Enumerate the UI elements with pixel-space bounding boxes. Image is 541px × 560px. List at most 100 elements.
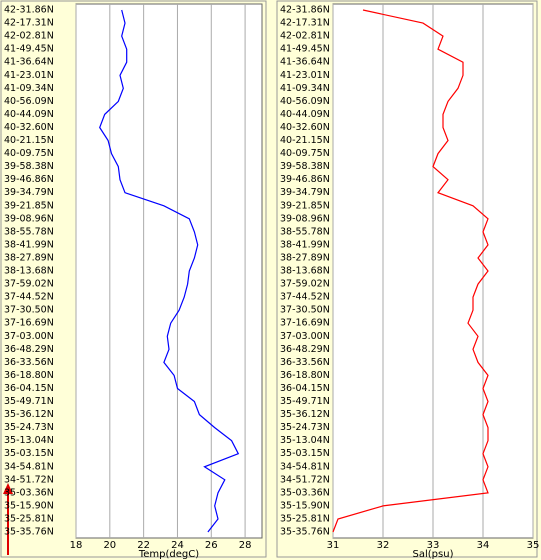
y-tick-label: 35-03.36N [4,487,54,498]
y-tick-label: 35-03.15N [4,448,54,459]
y-tick-label: 38-27.89N [280,252,330,263]
y-tick-label: 37-30.50N [4,305,54,316]
y-tick-label: 35-49.71N [280,396,330,407]
y-tick-label: 35-35.76N [280,527,330,538]
y-tick-label: 41-36.64N [280,57,330,68]
y-tick-label: 38-41.99N [4,239,54,250]
y-tick-label: 42-02.81N [4,31,54,42]
y-tick-label: 34-51.72N [280,474,330,485]
y-tick-label: 38-13.68N [280,266,330,277]
y-tick-label: 40-32.60N [4,122,54,133]
x-tick-label: 18 [70,540,83,551]
y-tick-label: 34-54.81N [280,461,330,472]
y-tick-label: 40-32.60N [280,122,330,133]
y-tick-label: 35-15.90N [4,500,54,511]
y-tick-label: 35-15.90N [280,500,330,511]
y-tick-label: 39-34.79N [280,187,330,198]
data-line [99,9,240,533]
x-tick-label: 35 [527,540,540,551]
y-tick-label: 39-58.38N [280,161,330,172]
y-tick-label: 37-03.00N [280,331,330,342]
y-tick-label: 36-04.15N [4,383,54,394]
y-tick-label: 35-25.81N [4,513,54,524]
y-tick-label: 35-36.12N [4,409,54,420]
y-tick-label: 36-48.29N [280,344,330,355]
y-tick-label: 37-59.02N [280,279,330,290]
y-tick-label: 36-18.80N [280,370,330,381]
y-tick-label: 36-18.80N [4,370,54,381]
y-tick-label: 38-55.78N [280,226,330,237]
y-tick-label: 42-17.31N [4,18,54,29]
y-tick-label: 35-36.12N [280,409,330,420]
y-tick-label: 39-46.86N [4,174,54,185]
x-tick-label: 24 [171,540,184,551]
y-tick-label: 39-58.38N [4,161,54,172]
y-tick-label: 41-09.34N [280,83,330,94]
y-tick-label: 35-49.71N [4,396,54,407]
y-tick-label: 40-44.09N [280,109,330,120]
y-tick-label: 39-21.85N [280,200,330,211]
y-tick-label: 35-24.73N [4,422,54,433]
y-tick-label: 36-33.56N [4,357,54,368]
y-tick-label: 40-21.15N [4,135,54,146]
y-tick-label: 36-48.29N [4,344,54,355]
x-tick-label: 33 [427,540,440,551]
y-tick-label: 34-51.72N [4,474,54,485]
y-tick-label: 38-55.78N [4,226,54,237]
y-tick-label: 37-16.69N [280,318,330,329]
y-tick-label: 41-49.45N [4,44,54,55]
y-tick-label: 42-31.86N [4,5,54,16]
plot-area [75,3,263,539]
y-tick-label: 39-21.85N [4,200,54,211]
y-tick-label: 37-44.52N [4,292,54,303]
x-tick-label: 22 [137,540,150,551]
y-tick-label: 40-44.09N [4,109,54,120]
x-tick-label: 34 [477,540,490,551]
y-tick-label: 41-23.01N [280,70,330,81]
panel-frame [276,0,538,558]
y-tick-label: 35-03.36N [280,487,330,498]
y-tick-label: 37-44.52N [280,292,330,303]
y-tick-label: 42-02.81N [280,31,330,42]
y-tick-label: 40-09.75N [280,148,330,159]
data-line [332,9,489,533]
y-tick-label: 35-24.73N [280,422,330,433]
x-tick-label: 32 [377,540,390,551]
y-tick-label: 39-34.79N [4,187,54,198]
y-tick-label: 38-13.68N [4,266,54,277]
y-tick-label: 35-03.15N [280,448,330,459]
y-tick-label: 36-04.15N [280,383,330,394]
arrow-head [3,483,13,494]
y-tick-label: 35-13.04N [280,435,330,446]
y-tick-label: 39-46.86N [280,174,330,185]
y-tick-label: 42-31.86N [280,5,330,16]
x-axis-title: Temp(degC) [138,549,199,560]
y-tick-label: 36-33.56N [280,357,330,368]
y-tick-label: 37-16.69N [4,318,54,329]
y-tick-label: 37-30.50N [280,305,330,316]
y-tick-label: 37-03.00N [4,331,54,342]
y-tick-label: 35-25.81N [280,513,330,524]
y-tick-label: 38-27.89N [4,252,54,263]
y-tick-label: 38-41.99N [280,239,330,250]
x-tick-label: 28 [239,540,252,551]
y-tick-label: 39-08.96N [4,213,54,224]
y-tick-label: 35-35.76N [4,527,54,538]
y-tick-label: 40-56.09N [4,96,54,107]
panel-frame [0,0,267,558]
y-tick-label: 40-21.15N [280,135,330,146]
y-tick-label: 41-49.45N [280,44,330,55]
y-tick-label: 42-17.31N [280,18,330,29]
y-tick-label: 40-56.09N [280,96,330,107]
y-tick-label: 41-36.64N [4,57,54,68]
y-tick-label: 35-13.04N [4,435,54,446]
x-tick-label: 26 [205,540,218,551]
x-tick-label: 20 [103,540,116,551]
y-tick-label: 37-59.02N [4,279,54,290]
x-tick-label: 31 [327,540,340,551]
y-tick-label: 34-54.81N [4,461,54,472]
y-tick-label: 40-09.75N [4,148,54,159]
y-tick-label: 39-08.96N [280,213,330,224]
y-tick-label: 41-09.34N [4,83,54,94]
